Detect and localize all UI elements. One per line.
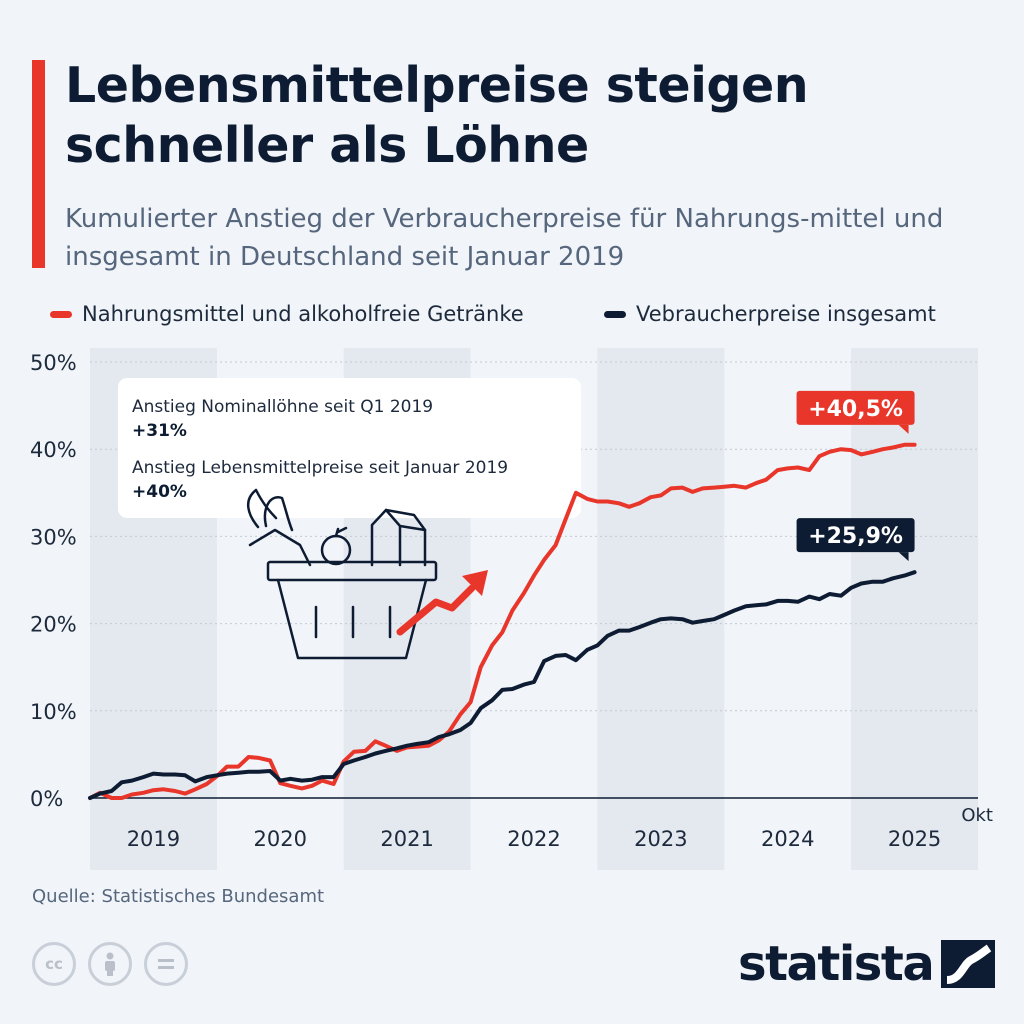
end-labels: +40,5% +25,9% [796, 390, 915, 562]
subtitle: Kumulierter Anstieg der Verbraucherpreis… [65, 204, 944, 272]
series-lines [88, 442, 917, 800]
legend-label-cpi: Vebraucherpreise insgesamt [636, 302, 936, 326]
leek-icon [263, 496, 294, 532]
leek-leaf-icon [248, 528, 312, 567]
license-icons: cc [32, 942, 188, 986]
y-tick-label: 0% [30, 787, 63, 811]
x-tick-label-2020: 2020 [254, 827, 307, 851]
brand-wordmark: statista [738, 936, 935, 992]
legend-label-food: Nahrungsmittel und alkoholfreie Getränke [82, 302, 524, 326]
y-tick-label: 40% [30, 438, 77, 462]
callout-line2-value: +40% [132, 482, 187, 502]
end-label-1: +25,9% [796, 518, 915, 562]
basket-slats [314, 605, 392, 639]
end-label-box [796, 518, 915, 553]
legend-swatch-food [50, 310, 72, 318]
end-label-text: +25,9% [808, 524, 903, 549]
brand-logo[interactable]: statista [738, 934, 996, 994]
end-label-box [796, 390, 915, 425]
annotation-callout: Anstieg Nominallöhne seit Q1 2019 +31% A… [118, 378, 581, 518]
milk-carton-icon [370, 508, 427, 567]
end-label-text: +40,5% [808, 397, 903, 422]
accent-bar [32, 60, 45, 268]
rising-arrow-icon [396, 570, 488, 636]
page-title: Lebensmittelpreise steigen schneller als… [65, 57, 809, 174]
legend-swatch-cpi [604, 310, 626, 318]
cc-icon[interactable]: cc [32, 942, 76, 986]
milk-carton-fold-icon [384, 508, 427, 567]
nd-icon[interactable] [144, 942, 188, 986]
by-icon[interactable] [88, 942, 132, 986]
x-end-label: Okt [961, 805, 993, 826]
x-axis-ticks: 2019 2020 2021 2022 2023 2024 2025 Okt [127, 805, 993, 851]
end-label-pointer [898, 552, 909, 562]
y-tick-label: 20% [30, 613, 77, 637]
y-axis-ticks: 0% 10% 20% 30% 40% 50% [30, 351, 77, 811]
legend-item-cpi: Vebraucherpreise insgesamt [604, 302, 936, 326]
callout-line2-label: Anstieg Lebensmittelpreise seit Januar 2… [132, 458, 508, 478]
callout-box [118, 378, 581, 518]
callout-line1-label: Anstieg Nominallöhne seit Q1 2019 [132, 397, 433, 417]
x-tick-label-2025: 2025 [888, 827, 941, 851]
year-band-2023 [597, 348, 725, 870]
legend-item-food: Nahrungsmittel und alkoholfreie Getränke [50, 302, 524, 326]
end-label-0: +40,5% [796, 390, 915, 434]
y-tick-label: 30% [30, 525, 77, 549]
x-tick-label-2024: 2024 [761, 827, 814, 851]
source-note: Quelle: Statistisches Bundesamt [32, 886, 325, 907]
x-tick-label-2023: 2023 [634, 827, 687, 851]
x-tick-label-2022: 2022 [507, 827, 560, 851]
legend: Nahrungsmittel und alkoholfreie Getränke… [50, 302, 990, 334]
line-chart: 0%10%20%30%40%50% 2019 2020 2021 2022 2023 20… [30, 348, 993, 870]
x-tick-label-2021: 2021 [380, 827, 433, 851]
y-tick-label: 50% [30, 351, 77, 375]
callout-line1-value: +31% [132, 421, 187, 441]
year-band-2025 [851, 348, 978, 870]
apple-stem-icon [334, 526, 348, 538]
statista-mark-icon [941, 940, 996, 988]
leek-icon [247, 488, 278, 529]
end-label-pointer [898, 424, 909, 434]
x-tick-label-2019: 2019 [127, 827, 180, 851]
y-tick-label: 10% [30, 700, 77, 724]
basket-rim [266, 560, 438, 582]
